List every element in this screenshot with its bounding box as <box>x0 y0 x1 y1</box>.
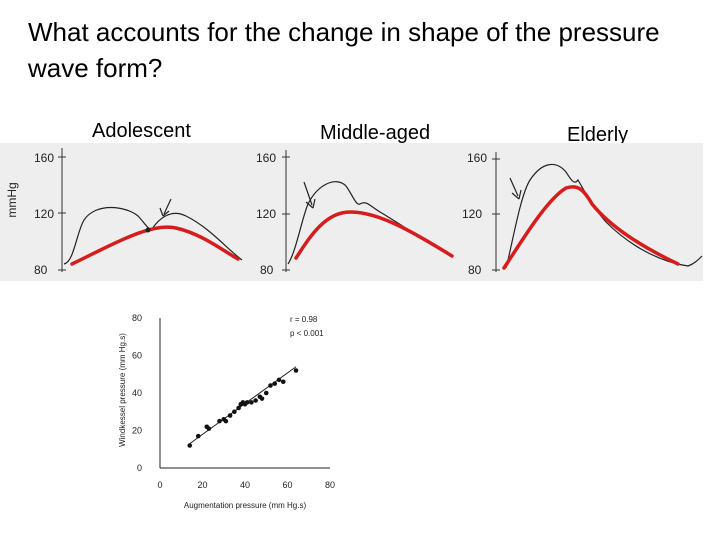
data-point <box>227 413 233 418</box>
data-point <box>276 377 282 383</box>
red-overlay-curve <box>294 210 454 260</box>
pressure-trace <box>505 163 703 269</box>
tick-label-80: 80 <box>34 263 48 277</box>
x-tick-label: 80 <box>325 480 335 490</box>
waveform-panel-middle-aged: 160 120 80 <box>256 150 454 277</box>
data-point <box>249 400 254 405</box>
arrow-icon <box>303 181 313 206</box>
annotation-r: r = 0.98 <box>290 315 318 324</box>
x-tick-label: 60 <box>282 480 292 490</box>
pressure-trace <box>63 207 243 265</box>
data-point <box>263 390 269 396</box>
scatter-plot: Windkessel pressure (mm Hg.s) Augmentati… <box>118 313 335 510</box>
data-point <box>223 418 229 424</box>
y-tick-label: 80 <box>132 313 142 323</box>
x-tick-label: 20 <box>197 480 207 490</box>
data-point <box>244 400 250 405</box>
arrow-icon <box>163 198 172 215</box>
y-tick-label: 60 <box>132 351 142 361</box>
arrow-icon <box>509 177 519 197</box>
tick-label-160: 160 <box>256 151 276 165</box>
mmhg-unit-label: mmHg <box>5 182 19 217</box>
red-overlay-curve <box>502 185 680 270</box>
data-point <box>206 426 212 431</box>
data-point <box>253 398 258 403</box>
axis-ticks <box>492 158 500 271</box>
data-point <box>272 381 278 386</box>
panel-label-adolescent: Adolescent <box>92 120 191 142</box>
data-point <box>236 405 241 411</box>
panel-label-elderly: Elderly <box>567 124 629 146</box>
data-point <box>259 396 265 401</box>
data-point <box>195 433 201 439</box>
arrow-head-icon <box>305 198 316 209</box>
arrow-head-icon <box>511 189 522 200</box>
notch-marker <box>145 227 151 233</box>
tick-label-120: 120 <box>34 207 54 221</box>
tick-label-120: 120 <box>462 207 482 221</box>
tick-label-120: 120 <box>256 207 276 221</box>
annotation-p: p < 0.001 <box>290 329 324 338</box>
x-tick-label: 40 <box>240 480 250 490</box>
panel-label-middle-aged: Middle-aged <box>320 122 431 144</box>
data-point <box>268 383 273 388</box>
slide-title: What accounts for the change in shape of… <box>28 17 660 83</box>
x-tick-label: 0 <box>157 480 162 490</box>
tick-label-80: 80 <box>260 263 274 277</box>
data-point <box>232 409 237 415</box>
red-overlay-curve <box>70 225 240 266</box>
tick-label-160: 160 <box>34 151 54 165</box>
data-point <box>293 368 299 373</box>
y-tick-label: 0 <box>137 463 142 473</box>
waveform-panel-elderly: 160 120 80 <box>462 151 703 277</box>
data-point <box>280 379 286 385</box>
tick-label-80: 80 <box>468 263 482 277</box>
tick-label-160: 160 <box>467 151 487 165</box>
pressure-trace <box>287 181 453 265</box>
waveform-panel-adolescent: 160 120 80 <box>34 148 243 277</box>
data-point <box>217 418 222 424</box>
arrow-head-icon <box>159 207 170 217</box>
data-point <box>187 443 193 448</box>
axis-ticks <box>282 156 290 271</box>
x-axis-label: Augmentation pressure (mm Hg.s) <box>184 501 307 510</box>
y-tick-label: 20 <box>132 426 142 436</box>
axis-ticks <box>58 156 66 271</box>
y-axis-label: Windkessel pressure (mm Hg.s) <box>118 333 127 447</box>
y-tick-label: 40 <box>132 388 142 398</box>
